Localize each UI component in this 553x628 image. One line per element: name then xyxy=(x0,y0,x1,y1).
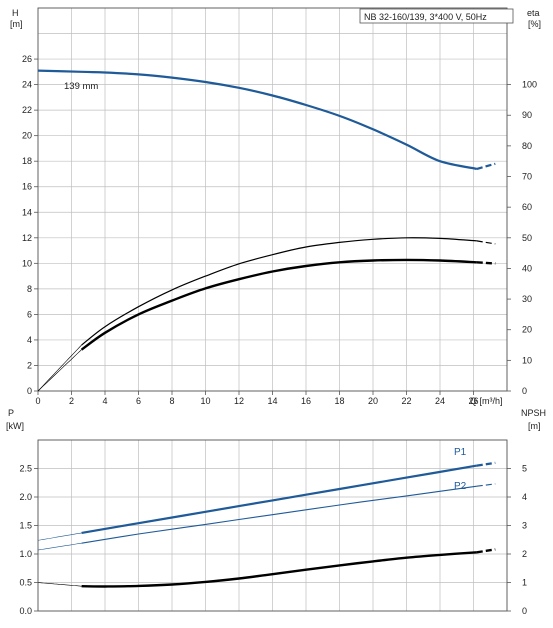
top-left-tick-label: 24 xyxy=(22,80,32,90)
bottom-left-tick-label: 2.0 xyxy=(19,492,32,502)
top-left-tick-label: 16 xyxy=(22,182,32,192)
top-series-139-mm xyxy=(37,69,478,170)
top-left-tick-label: 20 xyxy=(22,131,32,141)
npsh-axis-label: NPSH xyxy=(521,408,546,418)
top-series-1-extrapolated xyxy=(476,240,496,245)
top-series-1-lead xyxy=(37,344,82,392)
series-label-139mm: 139 mm xyxy=(64,81,98,92)
top-right-tick-label: 90 xyxy=(522,110,532,120)
bottom-series-p2-lead xyxy=(37,542,82,551)
bottom-right-tick-label: 5 xyxy=(522,464,527,474)
bottom-right-tick-label: 3 xyxy=(522,521,527,531)
top-x-tick-label: 12 xyxy=(234,396,244,406)
top-x-tick-label: 16 xyxy=(301,396,311,406)
bottom-left-tick-label: 1.0 xyxy=(19,549,32,559)
top-x-tick-label: 4 xyxy=(102,396,107,406)
top-left-tick-label: 4 xyxy=(27,335,32,345)
top-right-tick-label: 70 xyxy=(522,172,532,182)
top-left-tick-label: 6 xyxy=(27,309,32,319)
top-left-tick-label: 8 xyxy=(27,284,32,294)
top-left-tick-label: 26 xyxy=(22,54,32,64)
series-label-p2: P2 xyxy=(454,481,467,492)
bottom-right-tick-label: 1 xyxy=(522,578,527,588)
bottom-series-p1-lead xyxy=(37,532,82,541)
top-left-tick-label: 0 xyxy=(27,386,32,396)
p-axis-label: P xyxy=(8,408,14,418)
bottom-left-tick-label: 0.5 xyxy=(19,578,32,588)
bottom-series-p1 xyxy=(81,464,478,534)
top-chart-grid: 0246810121416182022242601020304050607080… xyxy=(22,7,537,406)
npsh-axis-unit: [m] xyxy=(528,421,541,431)
top-x-tick-label: 10 xyxy=(200,396,210,406)
top-left-tick-label: 10 xyxy=(22,258,32,268)
top-left-tick-label: 18 xyxy=(22,156,32,166)
top-right-tick-label: 80 xyxy=(522,141,532,151)
top-series-2 xyxy=(80,258,477,351)
bottom-series-p2-extrapolated xyxy=(476,483,496,487)
series-label-p1: P1 xyxy=(454,447,467,458)
top-right-tick-label: 40 xyxy=(522,263,532,273)
top-x-tick-label: 8 xyxy=(169,396,174,406)
bottom-series-2-extrapolated xyxy=(476,548,496,554)
p-axis-unit: [kW] xyxy=(6,421,24,431)
bottom-series-p2 xyxy=(81,485,477,544)
top-series-2-extrapolated xyxy=(476,261,496,265)
top-left-tick-label: 22 xyxy=(22,105,32,115)
bottom-right-tick-label: 2 xyxy=(522,549,527,559)
bottom-right-tick-label: 4 xyxy=(522,492,527,502)
top-x-tick-label: 26 xyxy=(468,396,478,406)
bottom-left-tick-label: 2.5 xyxy=(19,464,32,474)
top-right-tick-label: 60 xyxy=(522,202,532,212)
chart-marks xyxy=(37,69,496,588)
top-right-tick-label: 100 xyxy=(522,80,537,90)
title-box xyxy=(359,8,514,24)
bottom-series-p1-extrapolated xyxy=(476,461,496,467)
top-x-tick-label: 2 xyxy=(69,396,74,406)
bottom-right-tick-label: 0 xyxy=(522,606,527,616)
top-right-tick-label: 10 xyxy=(522,355,532,365)
top-left-tick-label: 14 xyxy=(22,207,32,217)
bottom-chart-grid: 0.0 0.5 1.0 1.5 2.0 2.5 0 1 2 3 4 5 xyxy=(19,439,527,616)
top-series-139-mm-extrapolated xyxy=(476,162,496,170)
eta-axis-unit: [%] xyxy=(528,19,541,29)
top-right-tick-label: 0 xyxy=(522,386,527,396)
bottom-series-2-lead xyxy=(37,582,82,587)
top-x-tick-label: 0 xyxy=(35,396,40,406)
q-axis-label: Q [m³/h] xyxy=(470,396,503,406)
top-x-tick-label: 20 xyxy=(368,396,378,406)
top-right-tick-label: 50 xyxy=(522,233,532,243)
top-x-tick-label: 18 xyxy=(334,396,344,406)
top-x-tick-label: 24 xyxy=(435,396,445,406)
top-series-2-lead xyxy=(37,349,82,392)
top-right-tick-label: 30 xyxy=(522,294,532,304)
chart-title: NB 32-160/139, 3*400 V, 50Hz xyxy=(364,12,487,22)
bottom-left-tick-label: 1.5 xyxy=(19,521,32,531)
bottom-left-tick-label: 0.0 xyxy=(19,606,32,616)
top-x-tick-label: 14 xyxy=(267,396,277,406)
h-axis-label: H xyxy=(12,8,19,18)
top-left-tick-label: 2 xyxy=(27,360,32,370)
top-right-tick-label: 20 xyxy=(522,325,532,335)
top-series-1 xyxy=(81,237,477,346)
bottom-series-2 xyxy=(81,551,477,588)
top-x-tick-label: 6 xyxy=(136,396,141,406)
h-axis-unit: [m] xyxy=(10,19,23,29)
eta-axis-label: eta xyxy=(527,8,540,18)
top-left-tick-label: 12 xyxy=(22,233,32,243)
top-x-tick-label: 22 xyxy=(401,396,411,406)
